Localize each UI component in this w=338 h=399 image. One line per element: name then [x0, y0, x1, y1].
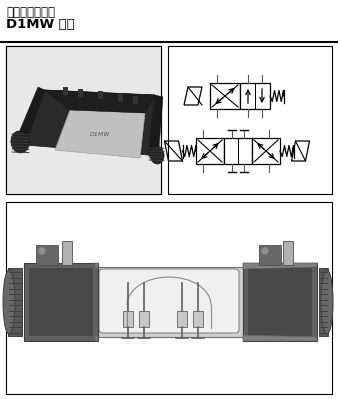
Bar — [177, 311, 187, 327]
Bar — [78, 89, 83, 97]
Polygon shape — [95, 335, 98, 341]
Bar — [196, 138, 224, 164]
Ellipse shape — [3, 270, 15, 334]
Polygon shape — [95, 263, 98, 269]
Bar — [319, 268, 328, 336]
Bar — [139, 311, 149, 327]
Bar — [210, 83, 240, 109]
Polygon shape — [243, 263, 317, 269]
Bar — [36, 245, 58, 265]
Bar — [63, 87, 68, 95]
Bar — [168, 46, 332, 194]
Bar — [29, 268, 93, 336]
Polygon shape — [45, 90, 155, 113]
Bar — [6, 202, 332, 394]
Circle shape — [262, 247, 268, 255]
FancyBboxPatch shape — [99, 269, 239, 333]
Bar — [283, 241, 293, 265]
Ellipse shape — [321, 270, 333, 334]
Bar — [123, 311, 133, 327]
Ellipse shape — [11, 131, 29, 153]
Polygon shape — [243, 335, 317, 341]
Bar — [133, 96, 138, 104]
Bar — [95, 267, 243, 337]
Bar — [248, 268, 312, 336]
Bar — [193, 311, 203, 327]
Polygon shape — [55, 110, 145, 158]
Bar — [243, 263, 317, 341]
Bar — [252, 138, 280, 164]
Bar — [118, 94, 123, 102]
Polygon shape — [25, 90, 155, 155]
Bar — [6, 46, 161, 194]
Bar — [24, 263, 98, 341]
Bar — [224, 138, 252, 164]
Text: 电磁方向控制阀: 电磁方向控制阀 — [6, 6, 55, 19]
Bar — [6, 46, 161, 194]
Bar — [8, 268, 22, 336]
Circle shape — [39, 247, 46, 255]
Bar — [98, 91, 103, 99]
Bar — [240, 83, 270, 109]
Bar — [259, 245, 281, 265]
Polygon shape — [148, 95, 163, 160]
Text: D1MW: D1MW — [90, 132, 110, 138]
Ellipse shape — [150, 146, 164, 164]
Bar — [62, 241, 72, 265]
Bar — [6, 46, 161, 194]
Polygon shape — [15, 87, 45, 145]
Text: D1MW 系列: D1MW 系列 — [6, 18, 75, 31]
